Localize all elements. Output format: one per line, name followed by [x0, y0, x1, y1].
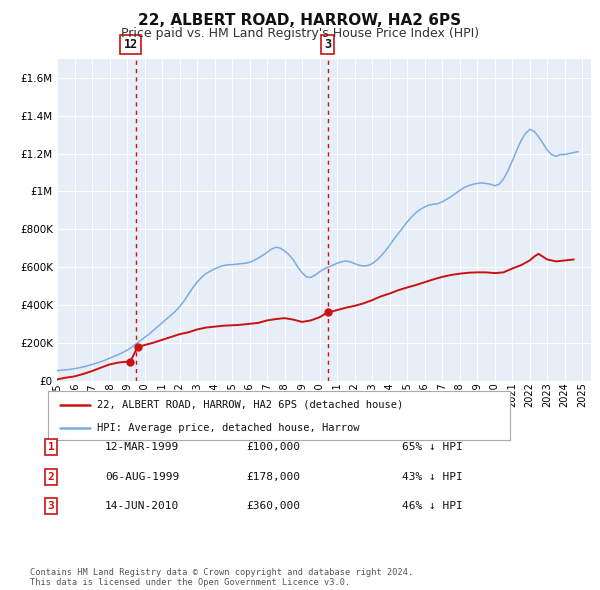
Text: 12-MAR-1999: 12-MAR-1999 — [105, 442, 179, 452]
Text: 46% ↓ HPI: 46% ↓ HPI — [402, 502, 463, 511]
Text: 43% ↓ HPI: 43% ↓ HPI — [402, 472, 463, 481]
Text: HPI: Average price, detached house, Harrow: HPI: Average price, detached house, Harr… — [97, 423, 359, 433]
Text: £360,000: £360,000 — [246, 502, 300, 511]
Text: £100,000: £100,000 — [246, 442, 300, 452]
Text: 06-AUG-1999: 06-AUG-1999 — [105, 472, 179, 481]
Text: 65% ↓ HPI: 65% ↓ HPI — [402, 442, 463, 452]
Text: Price paid vs. HM Land Registry's House Price Index (HPI): Price paid vs. HM Land Registry's House … — [121, 27, 479, 40]
Text: £178,000: £178,000 — [246, 472, 300, 481]
Text: 1: 1 — [47, 442, 55, 452]
Text: 3: 3 — [324, 38, 331, 51]
Text: Contains HM Land Registry data © Crown copyright and database right 2024.
This d: Contains HM Land Registry data © Crown c… — [30, 568, 413, 587]
Text: 22, ALBERT ROAD, HARROW, HA2 6PS: 22, ALBERT ROAD, HARROW, HA2 6PS — [139, 13, 461, 28]
Text: 3: 3 — [47, 502, 55, 511]
Text: 12: 12 — [124, 38, 137, 51]
Text: 2: 2 — [47, 472, 55, 481]
Text: 14-JUN-2010: 14-JUN-2010 — [105, 502, 179, 511]
Text: 22, ALBERT ROAD, HARROW, HA2 6PS (detached house): 22, ALBERT ROAD, HARROW, HA2 6PS (detach… — [97, 399, 403, 409]
